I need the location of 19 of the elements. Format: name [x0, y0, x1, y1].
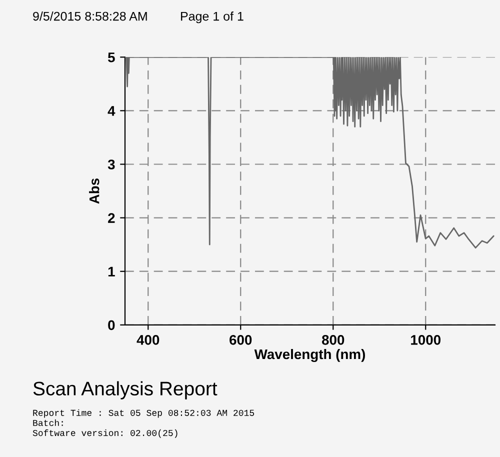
y-tick-label: 2 [108, 213, 115, 223]
text: 9/5/2015 8:58:28 AM [33, 12, 147, 21]
text: Software version: 02.00(25) [32, 429, 178, 438]
y-tick-label: 4 [108, 106, 116, 116]
text: Page 1 of 1 [181, 12, 244, 24]
y-tick-label: 5 [108, 52, 115, 62]
y-tick-label: 0 [108, 320, 115, 330]
x-axis-title: Wavelength (nm) [254, 348, 365, 362]
x-tick-label: 600 [230, 335, 252, 345]
text: Report Time : Sat 05 Sep 08:52:03 AM 2015 [33, 409, 254, 418]
x-tick-label: 800 [322, 335, 344, 345]
text: Scan Analysis Report [33, 381, 218, 400]
y-tick-label: 3 [108, 160, 115, 170]
text: Batch: [33, 419, 63, 426]
y-axis-title: Abs [89, 178, 100, 204]
x-tick-label: 1000 [411, 335, 441, 345]
x-tick-label: 400 [136, 335, 160, 345]
line-series [125, 57, 494, 248]
y-tick-label: 1 [108, 266, 115, 276]
